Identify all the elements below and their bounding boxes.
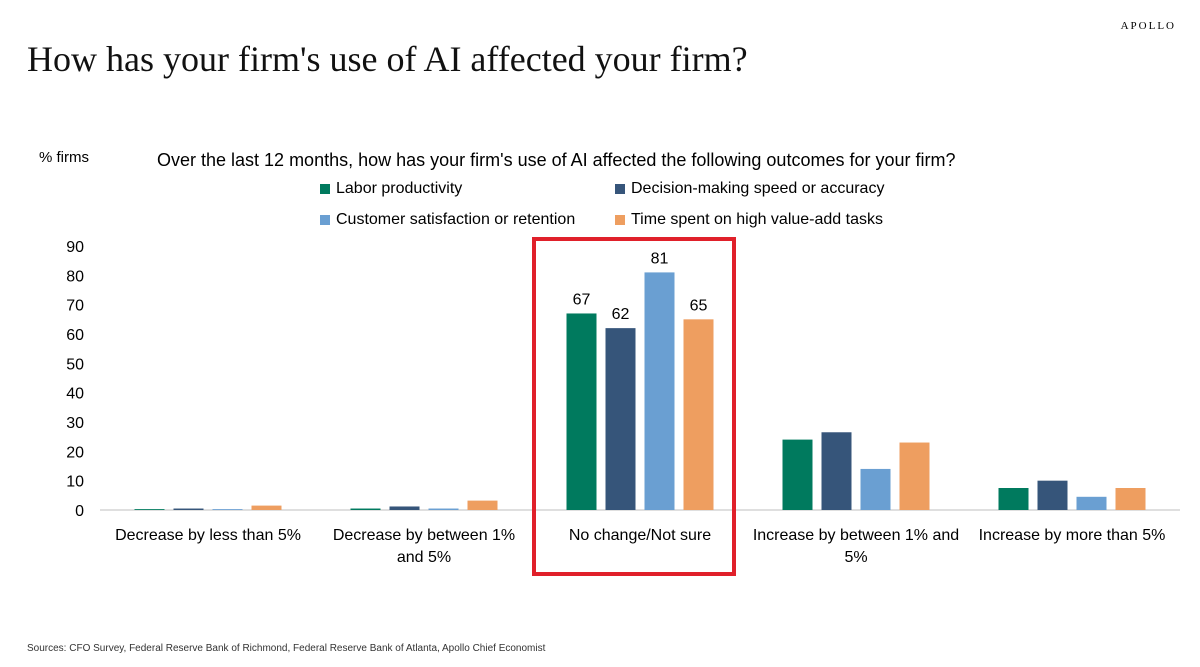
bar [644, 272, 675, 510]
chart-title: Over the last 12 months, how has your fi… [157, 150, 956, 170]
bar [350, 508, 381, 510]
bar [566, 313, 597, 510]
bar [1115, 488, 1146, 510]
y-tick-label: 70 [66, 298, 84, 315]
legend-item-labor-productivity: Labor productivity [320, 180, 462, 198]
bar [1037, 480, 1068, 510]
highlight-box [532, 237, 736, 576]
bar [134, 509, 165, 510]
legend-swatch [320, 184, 330, 194]
legend-swatch [320, 215, 330, 225]
y-tick-label: 10 [66, 474, 84, 491]
bar [605, 328, 636, 510]
data-label: 67 [573, 291, 591, 308]
brand-logo: APOLLO [1120, 20, 1176, 32]
bar [389, 506, 420, 510]
y-tick-label: 90 [66, 239, 84, 256]
legend-label: Customer satisfaction or retention [336, 211, 576, 228]
data-label: 81 [651, 250, 669, 267]
bar [467, 500, 498, 510]
y-axis-label: % firms [39, 149, 89, 166]
y-tick-label: 80 [66, 268, 84, 285]
bar [782, 439, 813, 510]
legend-swatch [615, 184, 625, 194]
bar [428, 508, 459, 510]
legend-label: Labor productivity [336, 180, 463, 197]
bar [998, 488, 1029, 510]
x-tick-label: Increase by between 1% and [753, 527, 959, 544]
bar [683, 319, 714, 510]
legend-item-customer-satisfaction: Customer satisfaction or retention [320, 211, 575, 229]
x-tick-label: and 5% [397, 549, 451, 566]
x-tick-label: Decrease by less than 5% [115, 527, 301, 544]
legend-item-decision-making: Decision-making speed or accuracy [615, 180, 884, 198]
data-label: 65 [690, 297, 708, 314]
y-tick-label: 30 [66, 415, 84, 432]
x-tick-label: 5% [844, 549, 867, 566]
bar [1076, 496, 1107, 510]
y-tick-label: 60 [66, 327, 84, 344]
y-tick-label: 20 [66, 444, 84, 461]
y-tick-label: 50 [66, 356, 84, 373]
data-label: 62 [612, 306, 630, 323]
x-tick-label: No change/Not sure [569, 527, 711, 544]
page-title: How has your firm's use of AI affected y… [27, 39, 748, 79]
x-tick-label: Decrease by between 1% [333, 527, 515, 544]
y-tick-label: 0 [75, 503, 84, 520]
bar [860, 468, 891, 510]
source-note: Sources: CFO Survey, Federal Reserve Ban… [27, 643, 546, 654]
legend-label: Decision-making speed or accuracy [631, 180, 885, 197]
legend-label: Time spent on high value-add tasks [631, 211, 883, 228]
legend-swatch [615, 215, 625, 225]
x-tick-label: Increase by more than 5% [979, 527, 1166, 544]
bar [251, 505, 282, 510]
bar [821, 432, 852, 510]
y-tick-label: 40 [66, 386, 84, 403]
bar [173, 508, 204, 510]
legend-item-time-spent: Time spent on high value-add tasks [615, 211, 883, 229]
bar [899, 442, 930, 510]
bar [212, 509, 243, 510]
